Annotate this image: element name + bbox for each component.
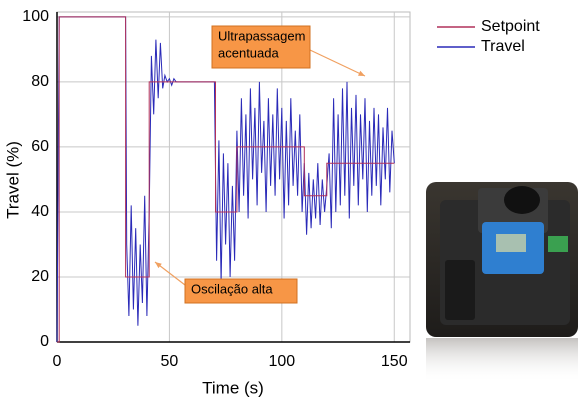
annotation-text: acentuada xyxy=(218,45,279,60)
x-axis-label: Time (s) xyxy=(202,378,264,397)
annotation-arrow xyxy=(309,49,366,77)
data-line xyxy=(57,16,395,343)
annotation-arrowhead xyxy=(358,70,365,76)
y-tick-label: 0 xyxy=(40,333,49,350)
x-tick-label: 50 xyxy=(161,353,179,370)
side-block xyxy=(445,260,475,320)
device-photo xyxy=(426,182,578,383)
y-tick-label: 20 xyxy=(31,268,49,285)
knob xyxy=(504,186,540,214)
y-tick-label: 100 xyxy=(22,8,49,25)
display xyxy=(496,234,526,252)
legend-label: Setpoint xyxy=(481,18,540,35)
annotation-box xyxy=(184,278,298,304)
y-tick-label: 60 xyxy=(31,138,49,155)
annotation-text: Oscilação alta xyxy=(191,281,273,296)
x-tick-label: 0 xyxy=(53,353,62,370)
annotation-text: Ultrapassagem xyxy=(218,28,305,43)
legend-label: Travel xyxy=(481,38,525,55)
x-tick-label: 100 xyxy=(268,353,295,370)
y-tick-label: 80 xyxy=(31,73,49,90)
annotation-arrowhead xyxy=(155,262,162,269)
data-line xyxy=(56,16,395,343)
y-tick-label: 40 xyxy=(31,203,49,220)
annotation-box xyxy=(211,25,311,69)
x-tick-label: 150 xyxy=(381,353,408,370)
y-axis-label: Travel (%) xyxy=(3,141,22,219)
photo-reflection xyxy=(426,338,578,383)
terminal xyxy=(548,236,568,252)
